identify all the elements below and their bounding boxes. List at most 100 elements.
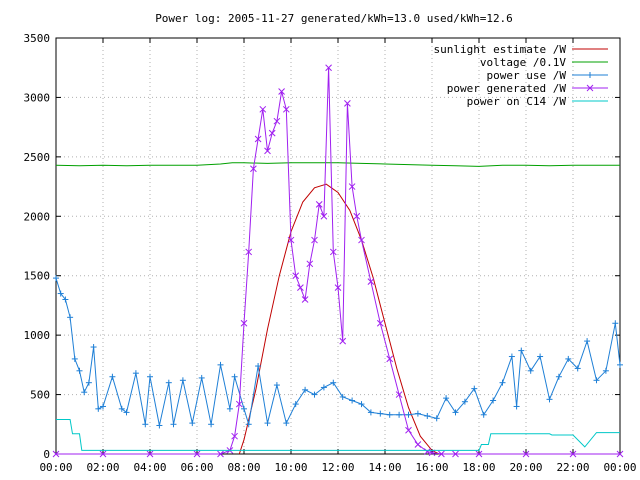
x-tick-label: 02:00 — [86, 461, 119, 474]
data-point — [226, 405, 233, 412]
data-point — [320, 212, 328, 220]
data-point — [109, 373, 116, 380]
legend-item: power on C14 /W — [467, 95, 608, 108]
series-2 — [53, 275, 623, 429]
marker-stroke — [325, 64, 332, 72]
data-point — [254, 135, 262, 143]
marker-stroke — [231, 432, 238, 440]
marker-stroke — [475, 450, 483, 458]
marker-stroke — [339, 337, 347, 345]
data-point — [555, 373, 562, 380]
marker-stroke — [367, 278, 375, 286]
data-point — [57, 290, 64, 297]
x-tick-label: 00:00 — [603, 461, 636, 474]
marker-stroke — [259, 105, 267, 113]
data-point — [452, 409, 459, 416]
marker-stroke — [297, 284, 304, 291]
data-point — [438, 450, 445, 458]
data-point — [302, 386, 309, 393]
data-point — [292, 401, 299, 408]
data-point — [67, 314, 74, 321]
data-point — [386, 355, 394, 363]
data-point — [123, 409, 130, 416]
data-point — [76, 367, 83, 374]
x-tick-label: 08:00 — [227, 461, 260, 474]
legend-label: power use /W — [487, 69, 567, 82]
marker-stroke — [278, 88, 285, 95]
x-tick-label: 16:00 — [415, 461, 448, 474]
data-point — [255, 363, 262, 370]
data-point — [376, 319, 384, 327]
series-1 — [55, 162, 620, 167]
marker-stroke — [250, 165, 257, 173]
series-line — [55, 277, 621, 426]
data-point — [268, 129, 276, 137]
data-point — [315, 201, 323, 208]
data-point — [85, 379, 92, 386]
data-point — [273, 382, 280, 389]
marker-stroke — [438, 450, 445, 458]
data-point — [273, 117, 281, 125]
data-point — [287, 236, 295, 244]
data-point — [250, 165, 257, 173]
data-point — [475, 450, 483, 458]
data-point — [405, 411, 412, 418]
y-tick-label: 1000 — [24, 329, 51, 342]
legend-label: voltage /0.1V — [480, 56, 566, 69]
data-point — [193, 450, 201, 458]
data-point — [339, 337, 347, 345]
marker-stroke — [414, 441, 422, 448]
data-point — [241, 405, 247, 412]
data-point — [292, 272, 300, 280]
data-point — [147, 373, 153, 380]
marker-stroke — [344, 100, 351, 107]
x-tick-label: 14:00 — [368, 461, 401, 474]
series-line — [238, 183, 440, 455]
data-point — [334, 284, 342, 291]
data-point — [349, 397, 356, 404]
marker-stroke — [273, 117, 281, 125]
x-tick-label: 10:00 — [274, 461, 307, 474]
data-point — [311, 236, 318, 244]
data-point — [471, 385, 478, 392]
data-point — [348, 183, 356, 190]
legend-label: power on C14 /W — [467, 95, 567, 108]
data-point — [165, 379, 172, 386]
data-point — [278, 88, 285, 95]
y-tick-label: 2000 — [24, 210, 51, 223]
data-point — [395, 391, 403, 398]
data-point — [353, 212, 361, 220]
data-point — [189, 420, 196, 427]
marker-stroke — [282, 105, 290, 113]
series-line — [56, 419, 620, 451]
data-point — [358, 236, 365, 244]
y-axis: 0 500 1000 1500 2000 2500 3000 3500 — [24, 32, 620, 461]
x-axis: 00:00 02:00 04:00 06:00 08:00 10:00 12:00 14:00… — [39, 38, 637, 474]
data-point — [569, 450, 577, 458]
data-point — [367, 409, 374, 416]
y-tick-label: 0 — [43, 448, 50, 461]
data-point — [81, 389, 88, 396]
y-tick-label: 1500 — [24, 270, 51, 283]
data-point — [301, 296, 309, 303]
x-tick-label: 00:00 — [39, 461, 72, 474]
x-tick-label: 18:00 — [462, 461, 495, 474]
data-point — [602, 367, 609, 374]
data-point — [170, 421, 177, 428]
data-point — [612, 320, 619, 327]
data-point — [217, 361, 224, 368]
marker-stroke — [395, 391, 403, 398]
data-point — [132, 370, 139, 377]
data-point — [53, 275, 59, 282]
legend-item: voltage /0.1V — [480, 56, 608, 69]
legend-item: sunlight estimate /W — [434, 43, 608, 56]
data-point — [142, 421, 149, 428]
marker-stroke — [306, 260, 314, 268]
x-tick-label: 04:00 — [133, 461, 166, 474]
marker-stroke — [353, 212, 361, 220]
series-4 — [56, 419, 620, 451]
legend-item: power use /W — [487, 69, 608, 82]
data-point — [499, 379, 506, 386]
legend-marker — [586, 84, 594, 92]
